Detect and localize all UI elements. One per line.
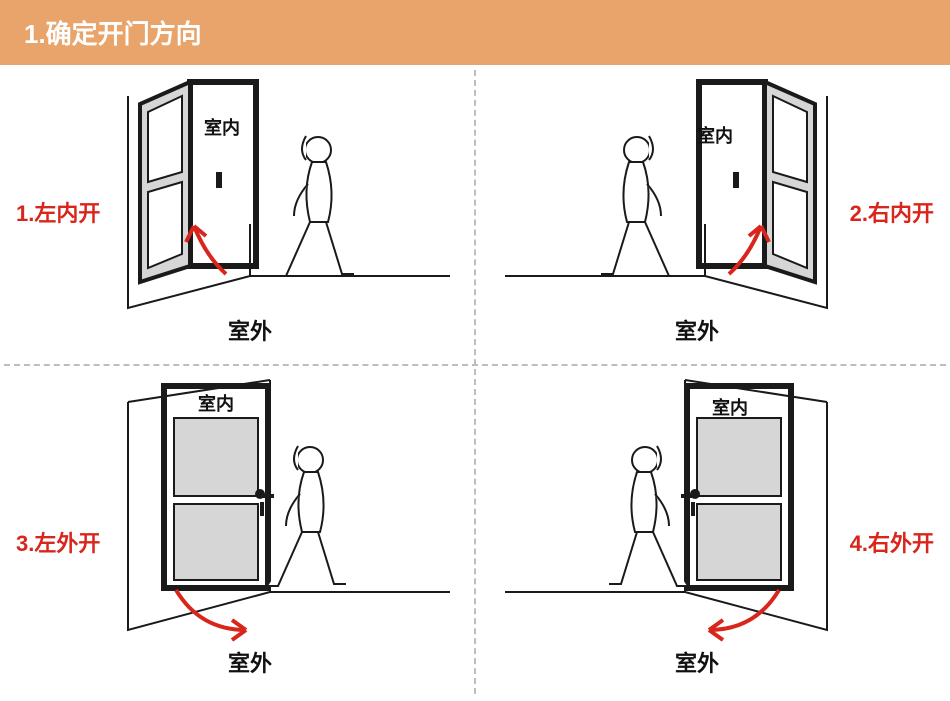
label-left-out: 3.左外开 (16, 526, 100, 558)
label-right-in: 2.右内开 (850, 196, 934, 228)
outside-label-3: 室外 (228, 646, 272, 678)
outside-label-4: 室外 (675, 646, 719, 678)
page-header: 1.确定开门方向 (0, 0, 950, 65)
cell-right-in: 2.右内开 (475, 66, 950, 366)
outside-label-2: 室外 (675, 314, 719, 346)
page-title: 1.确定开门方向 (24, 19, 202, 49)
cell-right-out: 4.右外开 室内 室外 (475, 366, 950, 701)
cell-left-out: 3.左外开 室内 (0, 366, 475, 701)
diagram-left-out: 室内 (120, 376, 450, 666)
cell-left-in: 1.左内开 室内 (0, 66, 475, 366)
marker-inside-3: 室内 (198, 393, 234, 414)
marker-inside-4: 室内 (712, 394, 748, 420)
marker-inside: 室内 (204, 117, 240, 138)
label-right-out: 4.右外开 (850, 526, 934, 558)
diagram-left-in: 室内 (120, 76, 450, 336)
diagram-right-in (505, 76, 835, 336)
marker-inside-2: 室内 (697, 122, 733, 148)
diagram-grid: 1.左内开 室内 (0, 66, 950, 701)
outside-label-1: 室外 (228, 314, 272, 346)
label-left-in: 1.左内开 (16, 196, 100, 228)
diagram-right-out (505, 376, 835, 666)
